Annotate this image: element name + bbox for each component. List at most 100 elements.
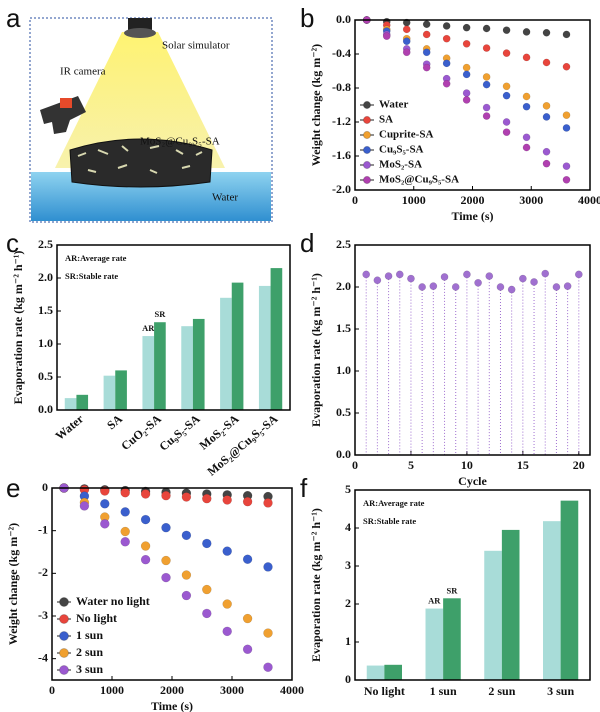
- data-point: [140, 541, 151, 551]
- data-point: [161, 572, 171, 583]
- legend-label: Water: [379, 99, 408, 111]
- data-point: [485, 272, 494, 280]
- data-point: [263, 498, 273, 508]
- data-point: [522, 143, 531, 152]
- y-tick-label: 0.0: [336, 12, 351, 26]
- x-tick-label: Cu₉S₅-SA: [156, 411, 202, 453]
- data-point: [242, 613, 253, 624]
- y-tick-label: -0.4: [332, 46, 351, 60]
- data-point: [502, 128, 511, 137]
- x-axis-label: Time (s): [151, 699, 193, 712]
- data-point: [482, 44, 491, 52]
- y-tick-label: -2.0: [332, 182, 351, 196]
- panel-label: d: [300, 228, 314, 258]
- evaporator-texture: [77, 145, 203, 174]
- x-tick-label: 5: [408, 458, 414, 472]
- data-point: [482, 73, 491, 81]
- bar: [501, 529, 520, 680]
- legend-label: 2 sun: [76, 645, 103, 659]
- y-tick-label: 2.5: [38, 237, 53, 251]
- data-point: [100, 519, 110, 529]
- lamp: [128, 18, 152, 30]
- x-tick-label: 1 sun: [430, 684, 457, 698]
- y-tick-label: -2: [38, 565, 48, 579]
- y-tick-label: -4: [38, 650, 48, 664]
- data-point: [202, 584, 212, 595]
- data-point: [522, 92, 531, 101]
- data-point: [418, 283, 426, 291]
- y-tick-label: 0.5: [336, 405, 351, 419]
- illustration-label: IR camera: [60, 66, 106, 78]
- x-axis-label: Time (s): [451, 209, 493, 223]
- annotation: SR:Stable rate: [363, 516, 416, 526]
- legend-marker: [59, 597, 69, 607]
- data-point: [519, 274, 527, 283]
- legend-marker: [362, 130, 372, 140]
- data-point: [502, 118, 511, 126]
- data-point: [442, 34, 451, 43]
- y-axis-label: Evaporation rate (kg m⁻² h⁻¹): [309, 508, 323, 662]
- y-tick-label: 2.0: [38, 270, 53, 284]
- series-label: AR: [142, 323, 155, 333]
- bar: [560, 500, 579, 680]
- data-point: [562, 162, 571, 171]
- data-point: [462, 96, 471, 104]
- panel-label: a: [6, 3, 21, 33]
- x-tick-label: 0: [49, 683, 55, 697]
- data-point: [120, 487, 130, 498]
- data-point: [222, 495, 232, 505]
- data-point: [202, 538, 212, 549]
- bar: [425, 608, 444, 680]
- data-point: [263, 562, 273, 572]
- data-point: [79, 501, 90, 511]
- panel-label: e: [6, 473, 20, 503]
- bar: [270, 268, 283, 410]
- data-point: [181, 530, 192, 541]
- data-point: [181, 570, 192, 580]
- x-tick-label: 15: [517, 458, 529, 472]
- y-tick-label: -3: [38, 608, 48, 622]
- data-point: [442, 59, 451, 68]
- data-point: [362, 270, 371, 279]
- panel-label: f: [300, 473, 308, 503]
- data-point: [440, 273, 449, 281]
- annotation: SR:Stable rate: [65, 271, 118, 281]
- x-tick-label: MoS₂@Cu₉S₅-SA: [204, 411, 280, 478]
- data-point: [140, 489, 151, 499]
- data-point: [522, 102, 531, 111]
- data-point: [462, 39, 471, 48]
- data-point: [482, 112, 491, 120]
- y-tick-label: 2.5: [336, 237, 351, 251]
- y-axis-label: Weight change (kg m⁻²): [309, 44, 323, 166]
- y-tick-label: -0.8: [332, 80, 351, 94]
- x-tick-label: 20: [573, 458, 585, 472]
- bar: [443, 598, 461, 680]
- y-tick-label: 0: [42, 480, 48, 494]
- data-point: [202, 608, 212, 619]
- plot-frame: [354, 489, 591, 681]
- data-point: [242, 644, 253, 655]
- data-point: [451, 283, 460, 291]
- bar: [192, 318, 205, 410]
- illustration-label: Water: [212, 192, 238, 204]
- data-point: [402, 25, 411, 34]
- data-point: [474, 278, 482, 287]
- panel-label: b: [300, 3, 314, 33]
- data-point: [242, 496, 253, 507]
- data-point: [522, 28, 531, 36]
- bar: [64, 398, 77, 410]
- data-point: [482, 80, 491, 89]
- data-point: [496, 283, 505, 291]
- ir-camera: [40, 96, 86, 134]
- data-point: [100, 499, 110, 509]
- data-point: [161, 555, 171, 566]
- legend-label: SA: [379, 114, 393, 126]
- data-point: [502, 26, 511, 35]
- x-tick-label: CuO₂-SA: [118, 411, 164, 453]
- x-tick-label: 3000: [519, 193, 543, 207]
- bar: [154, 322, 166, 410]
- data-point: [161, 522, 171, 533]
- series-label: AR: [428, 596, 441, 606]
- data-point: [462, 70, 471, 79]
